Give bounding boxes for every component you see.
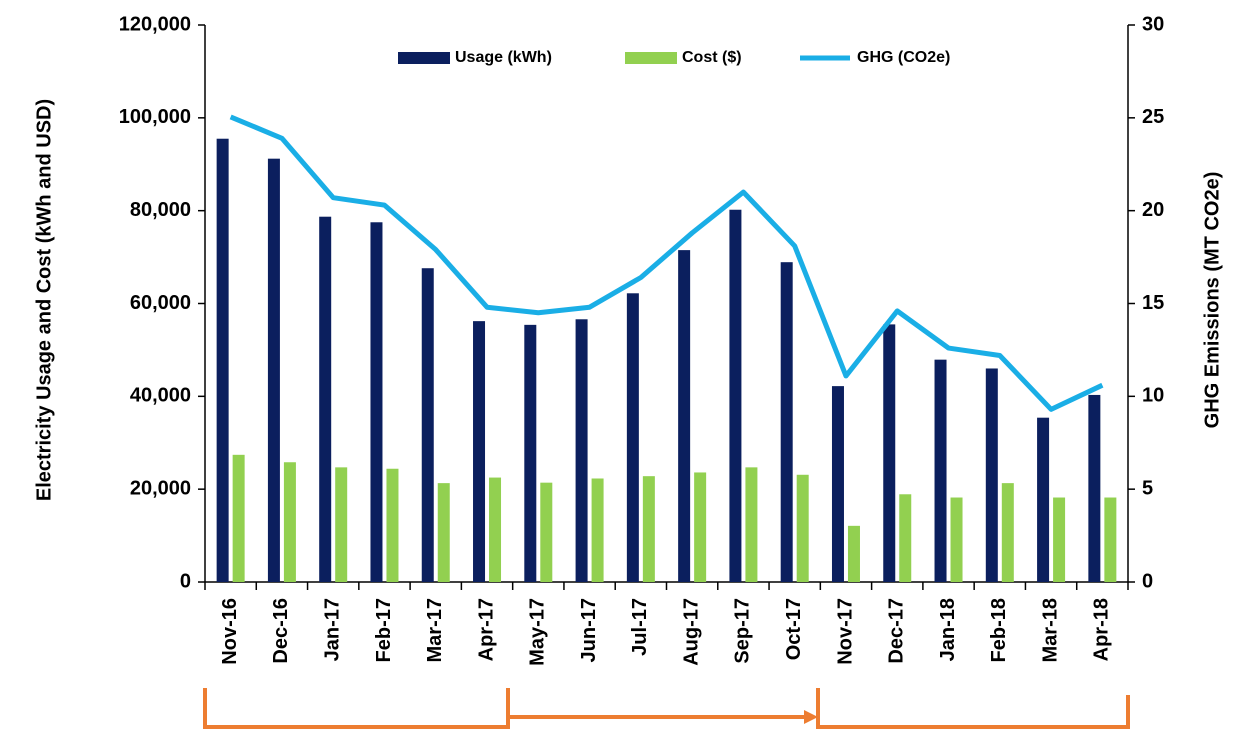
legend-label: Cost ($) bbox=[682, 49, 742, 66]
bar bbox=[883, 324, 896, 582]
bar bbox=[729, 209, 742, 582]
y2-axis-label: GHG Emissions (MT CO2e) bbox=[1201, 172, 1223, 429]
bar bbox=[1001, 483, 1014, 582]
legend-swatch bbox=[398, 52, 450, 64]
x-tick-label: Feb-18 bbox=[988, 598, 1010, 662]
bar bbox=[985, 368, 998, 582]
bar bbox=[370, 222, 383, 583]
y-axis-label: Electricity Usage and Cost (kWh and USD) bbox=[33, 99, 55, 501]
bar bbox=[1104, 497, 1117, 582]
x-tick-label: Jan-17 bbox=[321, 598, 343, 661]
y2-tick-label: 30 bbox=[1142, 13, 1164, 35]
bar bbox=[232, 454, 245, 582]
legend-swatch bbox=[625, 52, 677, 64]
x-tick-label: Apr-17 bbox=[475, 598, 497, 661]
bar bbox=[524, 324, 537, 582]
line bbox=[229, 114, 1104, 412]
x-tick-label: Mar-17 bbox=[424, 598, 446, 662]
arrow-head bbox=[804, 710, 818, 724]
x-tick-label: Sep-17 bbox=[732, 598, 754, 664]
y-tick-label: 120,000 bbox=[119, 13, 191, 35]
x-tick-label: Jul-17 bbox=[629, 598, 651, 656]
bar bbox=[626, 293, 639, 582]
y-tick-label: 20,000 bbox=[130, 477, 191, 499]
legend-label: Usage (kWh) bbox=[455, 49, 552, 66]
y-tick-label: 80,000 bbox=[130, 199, 191, 221]
y2-tick-label: 20 bbox=[1142, 199, 1164, 221]
x-tick-label: Nov-16 bbox=[219, 598, 241, 665]
x-tick-label: Nov-17 bbox=[834, 598, 856, 665]
bar bbox=[335, 467, 348, 582]
bar bbox=[1037, 417, 1050, 582]
y-tick-label: 0 bbox=[180, 570, 191, 592]
y2-tick-label: 0 bbox=[1142, 570, 1153, 592]
x-tick-label: Feb-17 bbox=[373, 598, 395, 662]
bracket bbox=[816, 688, 1130, 729]
y-tick-label: 40,000 bbox=[130, 385, 191, 407]
x-tick-label: Apr-18 bbox=[1091, 598, 1113, 661]
bar bbox=[780, 262, 793, 582]
bar bbox=[678, 250, 691, 582]
y-tick-label: 100,000 bbox=[119, 106, 191, 128]
bar bbox=[1053, 497, 1066, 582]
bar bbox=[267, 158, 280, 582]
x-tick-label: Jun-17 bbox=[578, 598, 600, 662]
y2-tick-label: 15 bbox=[1142, 292, 1164, 314]
x-tick-label: Aug-17 bbox=[680, 598, 702, 666]
bar bbox=[899, 494, 912, 582]
bar bbox=[831, 386, 844, 582]
x-tick-label: May-17 bbox=[527, 598, 549, 666]
y2-tick-label: 5 bbox=[1142, 477, 1153, 499]
bar bbox=[745, 467, 758, 582]
bar bbox=[591, 478, 604, 582]
x-tick-label: Jan-18 bbox=[937, 598, 959, 661]
x-tick-label: Mar-18 bbox=[1039, 598, 1061, 662]
y2-tick-label: 25 bbox=[1142, 106, 1164, 128]
period-brackets bbox=[203, 688, 1130, 729]
bar bbox=[796, 474, 809, 582]
bar bbox=[934, 359, 947, 582]
bar bbox=[489, 477, 502, 582]
y2-tick-label: 10 bbox=[1142, 385, 1164, 407]
x-tick-label: Oct-17 bbox=[783, 598, 805, 660]
bracket bbox=[203, 688, 510, 729]
bar bbox=[283, 462, 296, 582]
bar bbox=[694, 472, 707, 582]
bar bbox=[437, 483, 450, 582]
bar bbox=[642, 476, 655, 582]
bar bbox=[319, 216, 332, 582]
bar bbox=[575, 319, 588, 582]
bar bbox=[847, 525, 860, 582]
legend-label: GHG (CO2e) bbox=[857, 49, 950, 66]
bar bbox=[216, 138, 229, 583]
bar bbox=[1088, 394, 1101, 582]
x-tick-label: Dec-16 bbox=[270, 598, 292, 664]
x-tick-label: Dec-17 bbox=[886, 598, 908, 664]
y-tick-label: 60,000 bbox=[130, 292, 191, 314]
bar bbox=[540, 482, 553, 582]
bar bbox=[386, 468, 399, 582]
bar bbox=[421, 268, 434, 582]
bar bbox=[473, 321, 486, 582]
bar bbox=[950, 497, 963, 582]
